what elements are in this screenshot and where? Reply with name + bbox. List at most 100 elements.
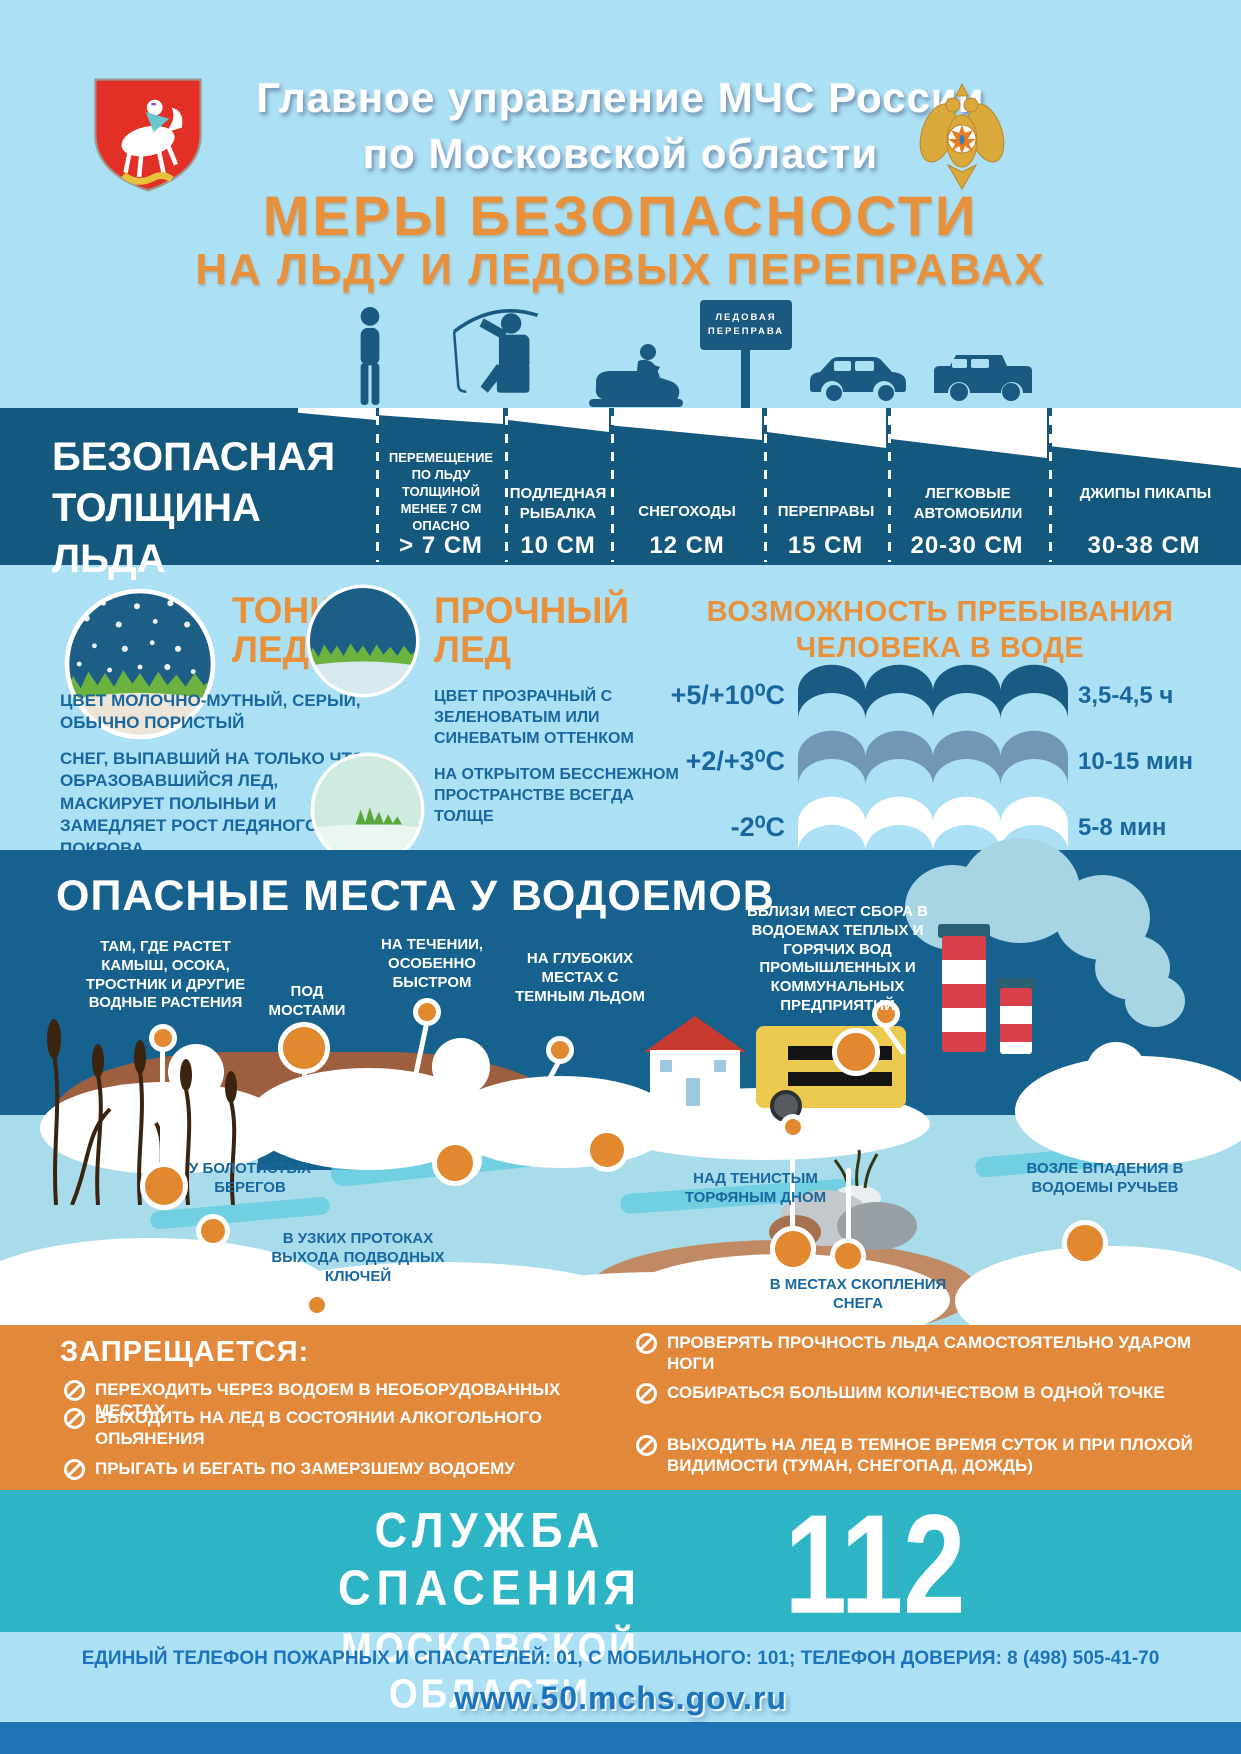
phones-text: ЕДИНЫЙ ТЕЛЕФОН ПОЖАРНЫХ И СПАСАТЕЛЕЙ:: [81, 1648, 557, 1669]
house-roof: [644, 1016, 746, 1052]
rescue-service-name: СЛУЖБА СПАСЕНИЯ МОСКОВСКОЙ ОБЛАСТИ: [235, 1502, 745, 1718]
danger-label: ВОЗЛЕ ВПАДЕНИЯ В ВОДОЕМЫ РУЧЬЕВ: [1026, 1160, 1184, 1196]
column-separator: [505, 416, 508, 562]
ice-crossing-sign-line1: ЛЕДОВАЯ: [715, 311, 777, 323]
thickness-heading: БЕЗОПАСНАЯ ТОЛЩИНА ЛЬДА: [52, 435, 336, 582]
rescue-service-band: [0, 1490, 1241, 1632]
danger-label: ПОД МОСТАМИ: [268, 983, 346, 1019]
ice-crossing-sign-line2: ПЕРЕПРАВА: [707, 326, 785, 337]
thickness-col-label: ПЕРЕПРАВЫ: [777, 503, 875, 520]
water-temp-label: +5/+10⁰С: [670, 680, 785, 710]
org-name-line1: Главное управление МЧС России: [256, 74, 985, 121]
wave-graphic-mild: [798, 730, 1068, 791]
thickness-col-label: ПОДЛЕДНАЯ РЫБАЛКА: [509, 485, 607, 522]
snow-mound: [1015, 1056, 1241, 1166]
prohibited-item-text: ВЫХОДИТЬ НА ЛЕД В ТЕМНОЕ ВРЕМЯ СУТОК И П…: [667, 1435, 1193, 1476]
column-separator: [888, 416, 891, 562]
phone-number: 101;: [757, 1648, 796, 1669]
pedestrian-icon: [352, 306, 388, 411]
phones-text: С МОБИЛЬНОГО:: [582, 1648, 758, 1669]
snowmobile-icon: [584, 342, 688, 415]
prohibited-item: ПЕРЕХОДИТЬ ЧЕРЕЗ ВОДОЕМ В НЕОБОРУДОВАННЫ…: [64, 1379, 604, 1422]
danger-pin: [830, 1238, 866, 1274]
snowless-ice-icon: [310, 752, 425, 872]
rescue-service-line1: СЛУЖБА СПАСЕНИЯ: [338, 1502, 642, 1616]
org-name-line2: по Московской области: [362, 130, 879, 177]
danger-pin: [832, 1028, 880, 1076]
pin-stem: [160, 1048, 165, 1168]
thickness-col-value: 10 СМ: [520, 532, 596, 559]
thickness-col-label: ДЖИПЫ ПИКАПЫ: [1079, 485, 1212, 502]
prohibited-item-text: СОБИРАТЬСЯ БОЛЬШИМ КОЛИЧЕСТВОМ В ОДНОЙ Т…: [667, 1383, 1165, 1402]
factory-chimney-icon: [942, 936, 986, 1052]
danger-pin: [140, 1162, 188, 1210]
chimney-cap: [996, 978, 1036, 990]
strong-ice-desc1: ЦВЕТ ПРОЗРАЧНЫЙ С ЗЕЛЕНОВАТЫМ ИЛИ СИНЕВА…: [434, 688, 634, 748]
danger-label: В УЗКИХ ПРОТОКАХ ВЫХОДА ПОДВОДНЫХ КЛЮЧЕЙ: [271, 1230, 445, 1285]
thickness-col-label: СНЕГОХОДЫ: [638, 503, 736, 520]
prohibited-item: ВЫХОДИТЬ НА ЛЕД В ТЕМНОЕ ВРЕМЯ СУТОК И П…: [636, 1434, 1216, 1477]
pin-stem: [302, 1070, 307, 1125]
pin-stem: [452, 1040, 457, 1145]
bottom-bar: [0, 1722, 1241, 1754]
no-entry-icon: [636, 1435, 657, 1456]
column-separator: [764, 416, 767, 562]
danger-label: У БОЛОТИСТЫХ БЕРЕГОВ: [188, 1160, 312, 1196]
emergency-phones-line: ЕДИНЫЙ ТЕЛЕФОН ПОЖАРНЫХ И СПАСАТЕЛЕЙ: 01…: [0, 1648, 1241, 1670]
chimney-cap: [938, 924, 990, 938]
danger-pin: [196, 1214, 230, 1248]
pin-stem: [790, 1130, 795, 1232]
no-entry-icon: [64, 1380, 85, 1401]
danger-pin: [413, 998, 441, 1026]
danger-pin: [780, 1114, 806, 1140]
moscow-oblast-coat-of-arms: [92, 76, 204, 194]
column-separator: [611, 416, 614, 562]
cattails-icon: [28, 1005, 278, 1210]
prohibited-item-text: ПЕРЕХОДИТЬ ЧЕРЕЗ ВОДОЕМ В НЕОБОРУДОВАННЫ…: [95, 1380, 561, 1421]
danger-label: В МЕСТАХ СКОПЛЕНИЯ СНЕГА: [769, 1276, 947, 1312]
water-survival-title-line2: ЧЕЛОВЕКА В ВОДЕ: [795, 632, 1085, 664]
strong-ice-title: ПРОЧНЫЙ ЛЕД: [434, 590, 630, 670]
prohibited-item-text: ВЫХОДИТЬ НА ЛЕД В СОСТОЯНИИ АЛКОГОЛЬНОГО…: [95, 1408, 542, 1449]
prohibited-section: [0, 1325, 1241, 1490]
thickness-col-value: 20-30 СМ: [910, 532, 1024, 559]
danger-label: НАД ТЕНИСТЫМ ТОРФЯНЫМ ДНОМ: [684, 1170, 827, 1206]
danger-pin: [278, 1022, 330, 1074]
emergency-number: 112: [784, 1485, 966, 1643]
prohibited-item: ПРЫГАТЬ И БЕГАТЬ ПО ЗАМЕРЗШЕМУ ВОДОЕМУ: [64, 1458, 604, 1480]
no-entry-icon: [636, 1383, 657, 1404]
no-entry-icon: [636, 1333, 657, 1354]
factory-chimney-icon: [1000, 988, 1032, 1054]
danger-title: ОПАСНЫЕ МЕСТА У ВОДОЕМОВ: [56, 872, 775, 920]
snow-mound: [40, 1082, 290, 1174]
rescue-service-line2: МОСКОВСКОЙ ОБЛАСТИ: [341, 1625, 639, 1717]
prohibited-item-text: ПРОВЕРЯТЬ ПРОЧНОСТЬ ЛЬДА САМОСТОЯТЕЛЬНО …: [667, 1333, 1192, 1374]
thickness-col-value: 15 СМ: [787, 532, 864, 559]
danger-pin: [149, 1024, 177, 1052]
jeep-icon: [930, 346, 1036, 409]
danger-pin: [1062, 1220, 1108, 1266]
poster-title-line2: НА ЛЬДУ И ЛЕДОВЫХ ПЕРЕПРАВАХ: [195, 245, 1046, 294]
danger-pin: [304, 1292, 330, 1318]
strong-ice-icon: [306, 584, 420, 703]
danger-label: НА ГЛУБОКИХ МЕСТАХ С ТЕМНЫМ ЛЬДОМ: [515, 950, 645, 1005]
phone-number: 01,: [556, 1648, 583, 1669]
danger-pin: [770, 1226, 816, 1272]
water-duration: 3,5-4,5 ч: [1078, 682, 1174, 709]
truck-grille: [788, 1072, 892, 1086]
house-door: [686, 1078, 700, 1106]
water-temp-label: +2/+3⁰С: [685, 746, 785, 776]
thickness-col-label: ПЕРЕМЕЩЕНИЕ ПО ЛЬДУ ТОЛЩИНОЙ МЕНЕЕ 7 СМ …: [388, 450, 494, 533]
house-window: [714, 1060, 726, 1072]
thickness-col-value: 30-38 СМ: [1087, 532, 1201, 559]
phone-number: 8 (498) 505-41-70: [1007, 1648, 1160, 1669]
website-link[interactable]: www.50.mchs.gov.ru: [454, 1680, 787, 1716]
phones-text: ТЕЛЕФОН ДОВЕРИЯ:: [795, 1648, 1008, 1669]
prohibited-item: СОБИРАТЬСЯ БОЛЬШИМ КОЛИЧЕСТВОМ В ОДНОЙ Т…: [636, 1382, 1176, 1404]
mchs-emblem: [912, 80, 1012, 192]
danger-label: НА ТЕЧЕНИИ, ОСОБЕННО БЫСТРОМ: [380, 936, 484, 991]
danger-label: ТАМ, ГДЕ РАСТЕТ КАМЫШ, ОСОКА, ТРОСТНИК И…: [85, 938, 246, 1012]
danger-pin: [432, 1140, 478, 1186]
smoke-cloud: [1125, 975, 1185, 1027]
